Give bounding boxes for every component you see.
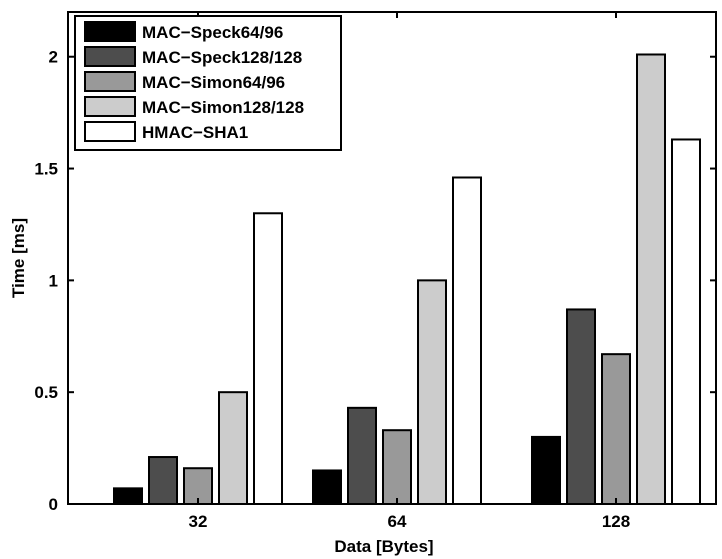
y-tick-label: 0: [49, 495, 58, 514]
bar-128-series-4: [636, 53, 666, 506]
x-tick-label: 32: [189, 512, 208, 531]
legend: MAC−Speck64/96 MAC−Speck128/128 MAC−Simon6…: [74, 15, 342, 151]
x-axis-label: Data [Bytes]: [334, 537, 433, 556]
x-axis: 32 64 128: [189, 12, 630, 531]
legend-swatch: [84, 21, 136, 42]
bar-64-series-4: [417, 279, 447, 506]
legend-swatch: [84, 96, 136, 117]
bar-128-series-1: [531, 435, 561, 505]
bar-128-series-2: [566, 308, 596, 505]
bars-layer: [113, 53, 701, 506]
legend-label: MAC−Speck128/128: [142, 48, 302, 67]
legend-swatch: [84, 71, 136, 92]
legend-label: MAC−Simon64/96: [142, 73, 285, 92]
bar-32-series-1: [113, 487, 143, 506]
y-tick-label: 2: [49, 48, 58, 67]
bar-128-series-5: [671, 138, 701, 506]
x-tick-label: 64: [388, 512, 407, 531]
bar-64-series-3: [382, 429, 412, 506]
legend-swatch: [84, 121, 136, 142]
y-tick-label: 1.5: [34, 160, 58, 179]
legend-swatch: [84, 46, 136, 67]
legend-label: HMAC−SHA1: [142, 123, 248, 142]
legend-label: MAC−Simon128/128: [142, 98, 304, 117]
plot-frame: [67, 11, 717, 505]
y-axis-label: Time [ms]: [9, 218, 28, 298]
y-tick-label: 0.5: [34, 383, 58, 402]
bar-32-series-5: [253, 212, 283, 505]
x-tick-label: 128: [602, 512, 630, 531]
legend-label: MAC−Speck64/96: [142, 23, 283, 42]
y-axis: 0 0.5 1 1.5 2: [34, 48, 716, 514]
bar-32-series-4: [218, 391, 248, 506]
bar-64-series-5: [452, 176, 482, 505]
bar-128-series-3: [601, 353, 631, 505]
y-tick-label: 1: [49, 271, 58, 290]
bar-64-series-2: [347, 406, 377, 505]
bar-64-series-1: [312, 469, 342, 506]
bar-32-series-2: [148, 456, 178, 506]
